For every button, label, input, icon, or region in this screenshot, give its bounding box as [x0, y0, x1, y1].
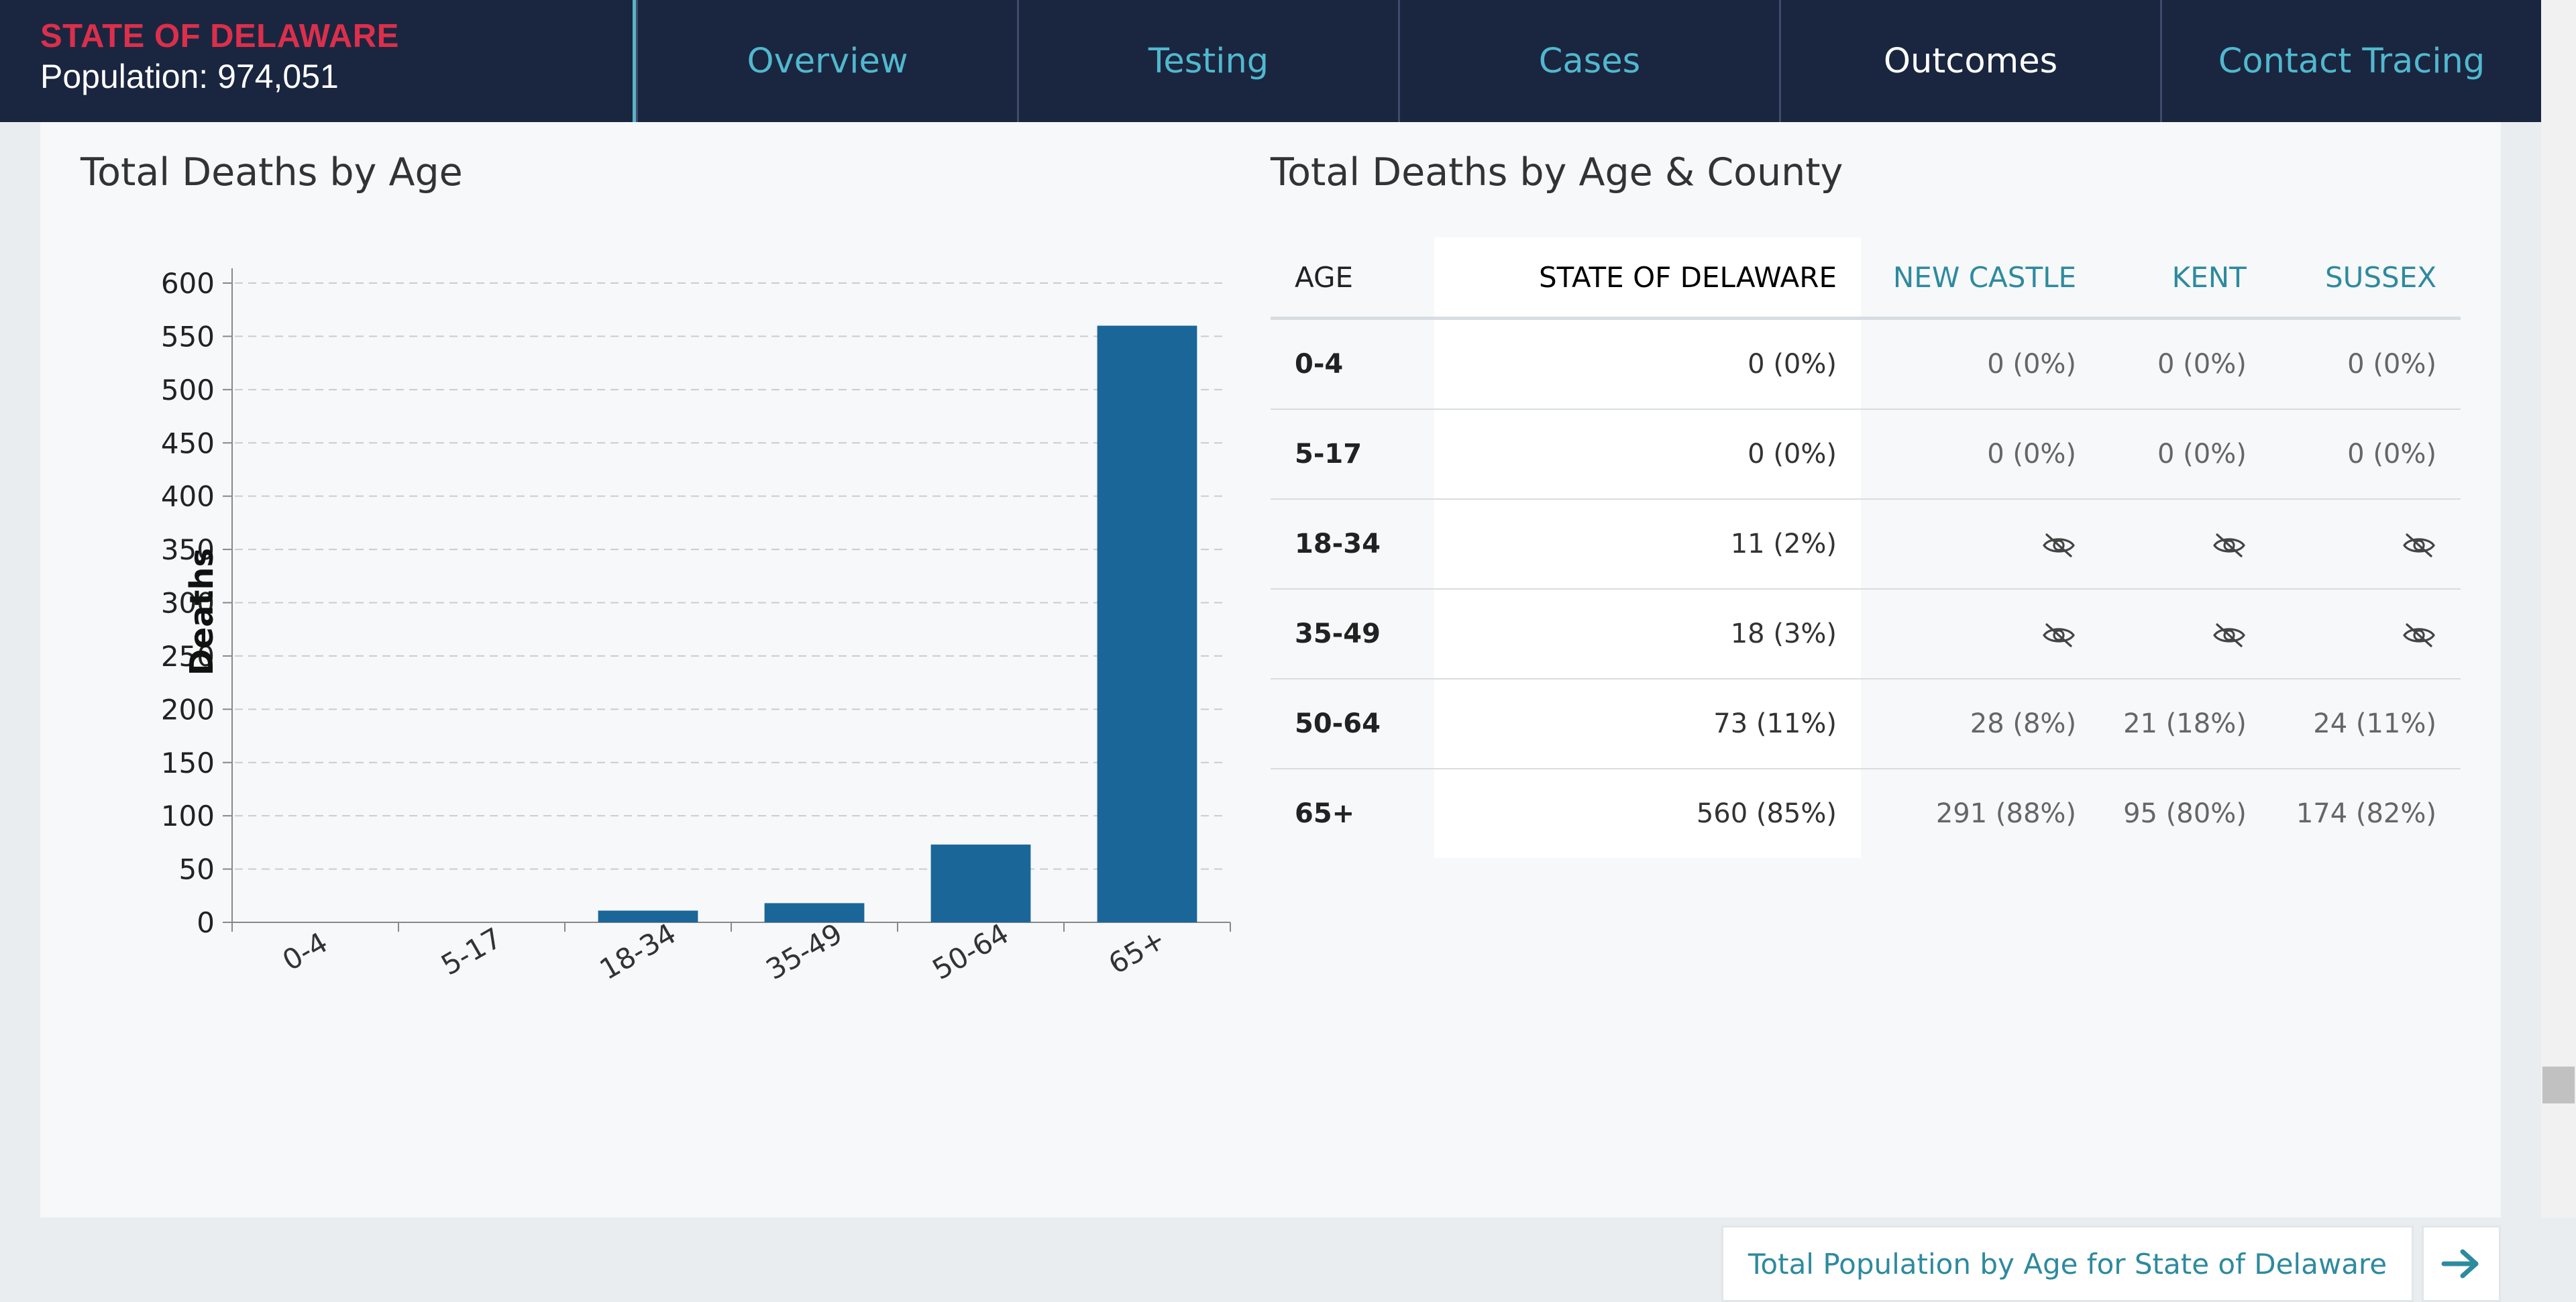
- column-header-sussex[interactable]: SUSSEX: [2270, 237, 2461, 320]
- cell-age: 65+: [1295, 798, 1355, 829]
- tab-contact-tracing[interactable]: Contact Tracing: [2160, 0, 2541, 122]
- cell-age: 5-17: [1295, 439, 1362, 470]
- eye-slash-icon: [2212, 623, 2245, 647]
- cell-state: 560 (85%): [1434, 769, 1861, 858]
- next-arrow-button[interactable]: [2422, 1226, 2501, 1302]
- cell-new-castle-suppressed: [1861, 499, 2100, 589]
- arrow-right-icon: [2441, 1249, 2479, 1279]
- y-axis-label: Deaths: [183, 547, 221, 676]
- outcomes-panel: Total Deaths by Age 0 50 100 150 200 250 300 35…: [40, 122, 2501, 1302]
- deaths-by-age-county-table: AGE STATE OF DELAWARE NEW CASTLE KENT SU…: [1271, 237, 2461, 858]
- cell-kent: 0 (0%): [2157, 349, 2247, 380]
- cell-kent: 95 (80%): [2123, 798, 2247, 829]
- cell-age: 35-49: [1295, 618, 1381, 649]
- deaths-by-age-chart: 0 50 100 150 200 250 300 350 400 450 500 550 600 0-4 5…: [161, 267, 1231, 986]
- table-row: 5-17 0 (0%) 0 (0%) 0 (0%) 0 (0%): [1271, 409, 2461, 499]
- cell-state: 0 (0%): [1434, 318, 1861, 409]
- table-row: 65+ 560 (85%) 291 (88%) 95 (80%) 174 (82%): [1271, 769, 2461, 858]
- y-tick-label: 0: [197, 906, 215, 939]
- state-name: STATE OF DELAWARE: [40, 18, 399, 54]
- y-tick-label: 350: [161, 533, 215, 566]
- cell-new-castle: 0 (0%): [1987, 439, 2077, 470]
- bar-65+: [1097, 325, 1197, 922]
- brand-block: STATE OF DELAWARE Population: 974,051: [0, 0, 636, 122]
- tab-overview[interactable]: Overview: [636, 0, 1017, 122]
- population-by-age-link[interactable]: Total Population by Age for State of Del…: [1721, 1226, 2414, 1302]
- cell-new-castle: 291 (88%): [1935, 798, 2077, 829]
- cell-sussex: 0 (0%): [2347, 349, 2436, 380]
- table-row: 0-4 0 (0%) 0 (0%) 0 (0%) 0 (0%): [1271, 318, 2461, 409]
- x-tick-label: 35-49: [761, 917, 848, 986]
- y-tick-label: 150: [161, 747, 215, 779]
- x-tick-label: 0-4: [277, 926, 333, 977]
- cell-sussex-suppressed: [2271, 499, 2461, 589]
- cell-sussex: 174 (82%): [2296, 798, 2436, 829]
- y-tick-label: 300: [161, 587, 215, 620]
- cell-age: 0-4: [1295, 349, 1344, 380]
- cell-age: 18-34: [1295, 529, 1381, 559]
- cell-state: 0 (0%): [1434, 409, 1861, 499]
- bar-18-34: [598, 910, 698, 922]
- y-tick-label: 400: [161, 480, 215, 513]
- x-tick-label: 50-64: [927, 917, 1014, 986]
- cell-sussex-suppressed: [2271, 589, 2461, 679]
- table-row: 35-49 18 (3%): [1271, 589, 2461, 679]
- population-label: Population: 974,051: [40, 58, 339, 95]
- cell-state: 18 (3%): [1434, 589, 1861, 679]
- cell-new-castle: 28 (8%): [1970, 708, 2077, 739]
- top-navigation-bar: STATE OF DELAWARE Population: 974,051 Ov…: [0, 0, 2541, 122]
- cell-sussex: 24 (11%): [2313, 708, 2436, 739]
- population-by-age-link-label: Total Population by Age for State of Del…: [1748, 1247, 2387, 1281]
- cell-kent-suppressed: [2100, 589, 2271, 679]
- eye-slash-icon: [2043, 623, 2075, 647]
- x-tick-label: 18-34: [594, 917, 682, 986]
- y-tick-label: 50: [179, 853, 215, 886]
- eye-slash-icon: [2403, 623, 2435, 647]
- bar-50-64: [930, 845, 1031, 922]
- y-tick-label: 100: [161, 800, 215, 832]
- cell-state: 73 (11%): [1434, 679, 1861, 769]
- column-header-new-castle[interactable]: NEW CASTLE: [1861, 237, 2101, 320]
- column-header-kent[interactable]: KENT: [2100, 237, 2271, 320]
- y-tick-label: 500: [161, 374, 215, 406]
- table-row: 18-34 11 (2%): [1271, 499, 2461, 589]
- cell-state: 11 (2%): [1434, 499, 1861, 589]
- cell-age: 50-64: [1295, 708, 1381, 739]
- y-tick-label: 600: [161, 267, 215, 300]
- y-tick-label: 450: [161, 427, 215, 459]
- column-header-age: AGE: [1271, 237, 1434, 320]
- x-tick-label: 5-17: [435, 921, 507, 981]
- cell-kent: 21 (18%): [2123, 708, 2247, 739]
- eye-slash-icon: [2212, 533, 2245, 557]
- table-header-row: AGE STATE OF DELAWARE NEW CASTLE KENT SU…: [1271, 237, 2461, 320]
- cell-kent: 0 (0%): [2157, 439, 2247, 470]
- page-scrollbar[interactable]: [2541, 0, 2576, 1217]
- tab-testing[interactable]: Testing: [1017, 0, 1398, 122]
- table-row: 50-64 73 (11%) 28 (8%) 21 (18%) 24 (11%): [1271, 679, 2461, 769]
- tab-cases[interactable]: Cases: [1398, 0, 1779, 122]
- cell-sussex: 0 (0%): [2347, 439, 2436, 470]
- y-tick-label: 550: [161, 320, 215, 353]
- x-tick-label: 65+: [1103, 922, 1171, 981]
- column-header-state[interactable]: STATE OF DELAWARE: [1434, 237, 1861, 320]
- deaths-by-age-title: Total Deaths by Age: [80, 150, 463, 195]
- eye-slash-icon: [2043, 533, 2075, 557]
- cell-kent-suppressed: [2100, 499, 2271, 589]
- cell-new-castle: 0 (0%): [1987, 349, 2077, 380]
- deaths-by-age-county-title: Total Deaths by Age & County: [1271, 150, 1843, 195]
- y-tick-label: 200: [161, 693, 215, 726]
- bar-35-49: [764, 903, 865, 922]
- cell-new-castle-suppressed: [1861, 589, 2100, 679]
- y-tick-label: 250: [161, 640, 215, 673]
- scrollbar-thumb[interactable]: [2542, 1067, 2575, 1103]
- tab-outcomes[interactable]: Outcomes: [1779, 0, 2160, 122]
- eye-slash-icon: [2403, 533, 2435, 557]
